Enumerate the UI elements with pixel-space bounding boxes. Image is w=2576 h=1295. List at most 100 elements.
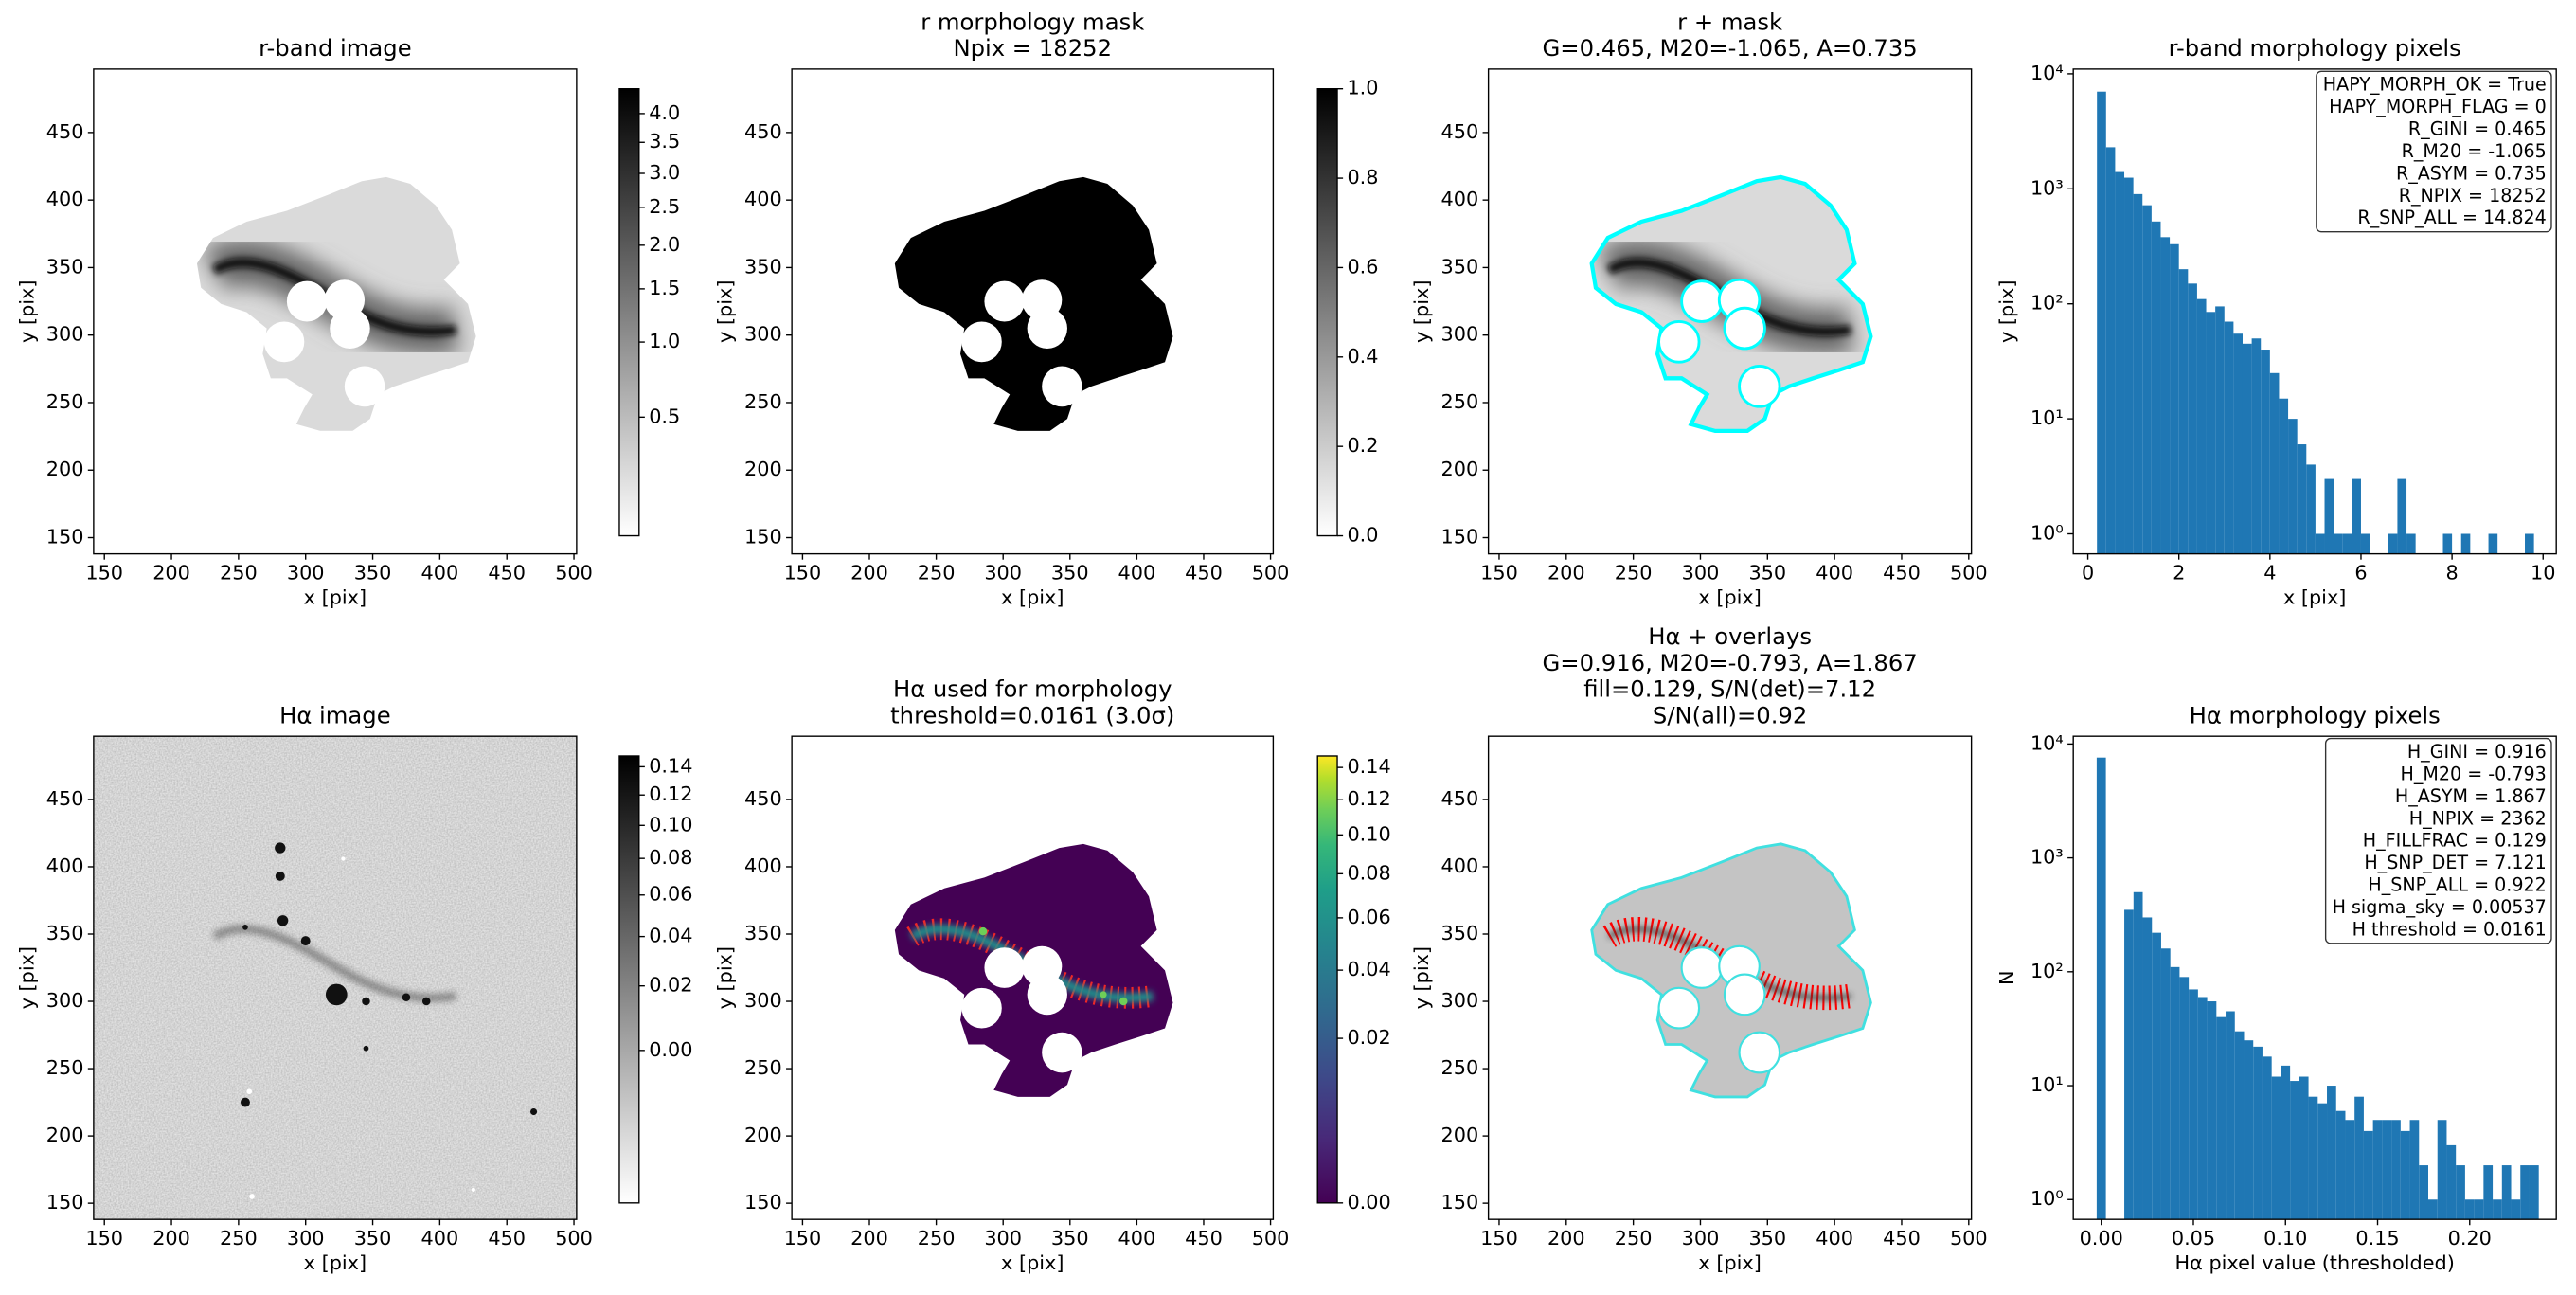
hist-bar <box>2409 1120 2420 1220</box>
hist-bar <box>2428 1199 2438 1220</box>
y-tick-label: 300 <box>744 323 782 346</box>
annotation-line: H_NPIX = 2362 <box>2409 808 2547 829</box>
y-axis-label: y [pix] <box>15 280 38 343</box>
y-tick-label: 200 <box>744 1124 782 1146</box>
hist-bar <box>2483 1165 2494 1220</box>
y-tick-label: 450 <box>46 120 84 143</box>
y-tick-label: 350 <box>46 255 84 278</box>
colorbar-tick-label: 0.4 <box>1347 345 1378 368</box>
y-tick-label: 300 <box>744 989 782 1012</box>
colorbar-tick-label: 1.0 <box>1347 77 1378 99</box>
x-tick-label: 0.20 <box>2448 1227 2492 1250</box>
image-halpha <box>93 736 577 1220</box>
colorbar-tick-label: 0.2 <box>1347 434 1378 457</box>
hist-bar <box>2315 533 2325 554</box>
x-tick-label: 350 <box>1748 1227 1786 1250</box>
image-halpha-used <box>894 843 1173 1097</box>
panel-title: Hα used for morphology <box>893 675 1172 703</box>
colorbar <box>1316 88 1338 537</box>
x-tick-label: 350 <box>354 1227 392 1250</box>
x-tick-label: 250 <box>1615 1227 1653 1250</box>
colorbar-tick-label: 0.0 <box>1347 524 1378 547</box>
annotation-line: R_M20 = -1.065 <box>2402 141 2547 162</box>
y-tick-label: 250 <box>1441 390 1479 413</box>
hist-bar <box>2382 1120 2392 1220</box>
colorbar-tick-label: 0.06 <box>1347 906 1390 928</box>
colorbar-tick-label: 0.14 <box>1347 755 1390 778</box>
hist-bar <box>2170 966 2180 1220</box>
hist-bar <box>2124 177 2134 554</box>
y-axis-label: y [pix] <box>714 280 737 343</box>
y-tick-label: 200 <box>1441 458 1479 480</box>
colorbar-tick-label: 0.8 <box>1347 166 1378 189</box>
x-tick-label: 4 <box>2263 561 2276 584</box>
x-tick-label: 400 <box>1118 1227 1156 1250</box>
x-tick-label: 10 <box>2531 561 2555 584</box>
colorbar-tick-label: 0.5 <box>649 405 680 427</box>
hist-bar <box>2460 533 2471 554</box>
image-halpha-overlay <box>1590 842 1872 1099</box>
annotation-line: R_NPIX = 18252 <box>2399 186 2547 207</box>
hist-bar <box>2327 1086 2336 1220</box>
colorbar-tick-label: 0.10 <box>649 813 692 836</box>
x-tick-label: 0.00 <box>2080 1227 2123 1250</box>
hist-bar <box>2525 533 2534 554</box>
x-tick-label: 250 <box>918 561 956 584</box>
hist-bar <box>2324 478 2334 554</box>
colorbar-tick-label: 0.10 <box>1347 822 1390 845</box>
hist-bar <box>2151 221 2161 554</box>
hist-bar <box>2179 977 2190 1220</box>
y-tick-label: 250 <box>46 1056 84 1079</box>
hist-bar <box>2442 533 2453 554</box>
x-tick-label: 250 <box>1615 561 1653 584</box>
x-tick-label: 250 <box>918 1227 956 1250</box>
hist-bar <box>2352 478 2361 554</box>
colorbar-tick-label: 0.6 <box>1347 255 1378 278</box>
y-tick-label: 150 <box>744 526 782 549</box>
x-tick-label: 500 <box>1950 561 1988 584</box>
hist-bar <box>2224 321 2234 554</box>
panel-title: Hα morphology pixels <box>2190 701 2441 728</box>
annotation-box <box>2324 737 2552 944</box>
x-tick-label: 500 <box>1252 1227 1290 1250</box>
y-tick-label: 400 <box>46 854 84 877</box>
annotation-line: H threshold = 0.0161 <box>2352 919 2547 940</box>
y-tick-label: 250 <box>46 390 84 413</box>
x-axis-label: Hα pixel value (thresholded) <box>2174 1251 2454 1274</box>
x-tick-label: 0 <box>2082 561 2094 584</box>
y-tick-label: 10⁴ <box>2030 731 2064 754</box>
x-tick-label: 450 <box>1883 1227 1921 1250</box>
axes-frame <box>93 68 578 555</box>
hist-bar <box>2397 478 2407 554</box>
y-tick-label: 400 <box>744 854 782 877</box>
x-tick-label: 350 <box>354 561 392 584</box>
hist-bar <box>2133 891 2143 1220</box>
annotation-line: HAPY_MORPH_OK = True <box>2323 75 2547 96</box>
panel-title: Npix = 18252 <box>953 34 1112 62</box>
y-tick-label: 300 <box>46 323 84 346</box>
x-tick-label: 150 <box>1480 561 1518 584</box>
hist-bar <box>2464 1199 2475 1220</box>
hist-bar <box>2511 1199 2521 1220</box>
hist-bar <box>2501 1165 2512 1220</box>
annotation-line: R_GINI = 0.465 <box>2408 119 2547 140</box>
hist-bar <box>2152 932 2161 1220</box>
y-tick-label: 250 <box>1441 1056 1479 1079</box>
annotation-line: R_SNP_ALL = 14.824 <box>2357 207 2546 228</box>
x-tick-label: 450 <box>488 1227 526 1250</box>
annotation-line: R_ASYM = 0.735 <box>2396 163 2547 184</box>
colorbar-tick-label: 0.02 <box>649 974 692 997</box>
axes-frame <box>2072 68 2557 555</box>
panel-title: fill=0.129, S/N(det)=7.12 <box>1583 675 1876 703</box>
hist-bar <box>2529 1165 2539 1220</box>
x-tick-label: 250 <box>220 561 258 584</box>
panel-title: G=0.465, M20=-1.065, A=0.735 <box>1543 34 1918 62</box>
x-tick-label: 450 <box>1883 561 1921 584</box>
axes-frame <box>791 68 1275 555</box>
y-tick-label: 400 <box>1441 188 1479 210</box>
hist-bar <box>2188 283 2197 554</box>
y-tick-label: 450 <box>744 787 782 810</box>
colorbar <box>618 755 640 1204</box>
